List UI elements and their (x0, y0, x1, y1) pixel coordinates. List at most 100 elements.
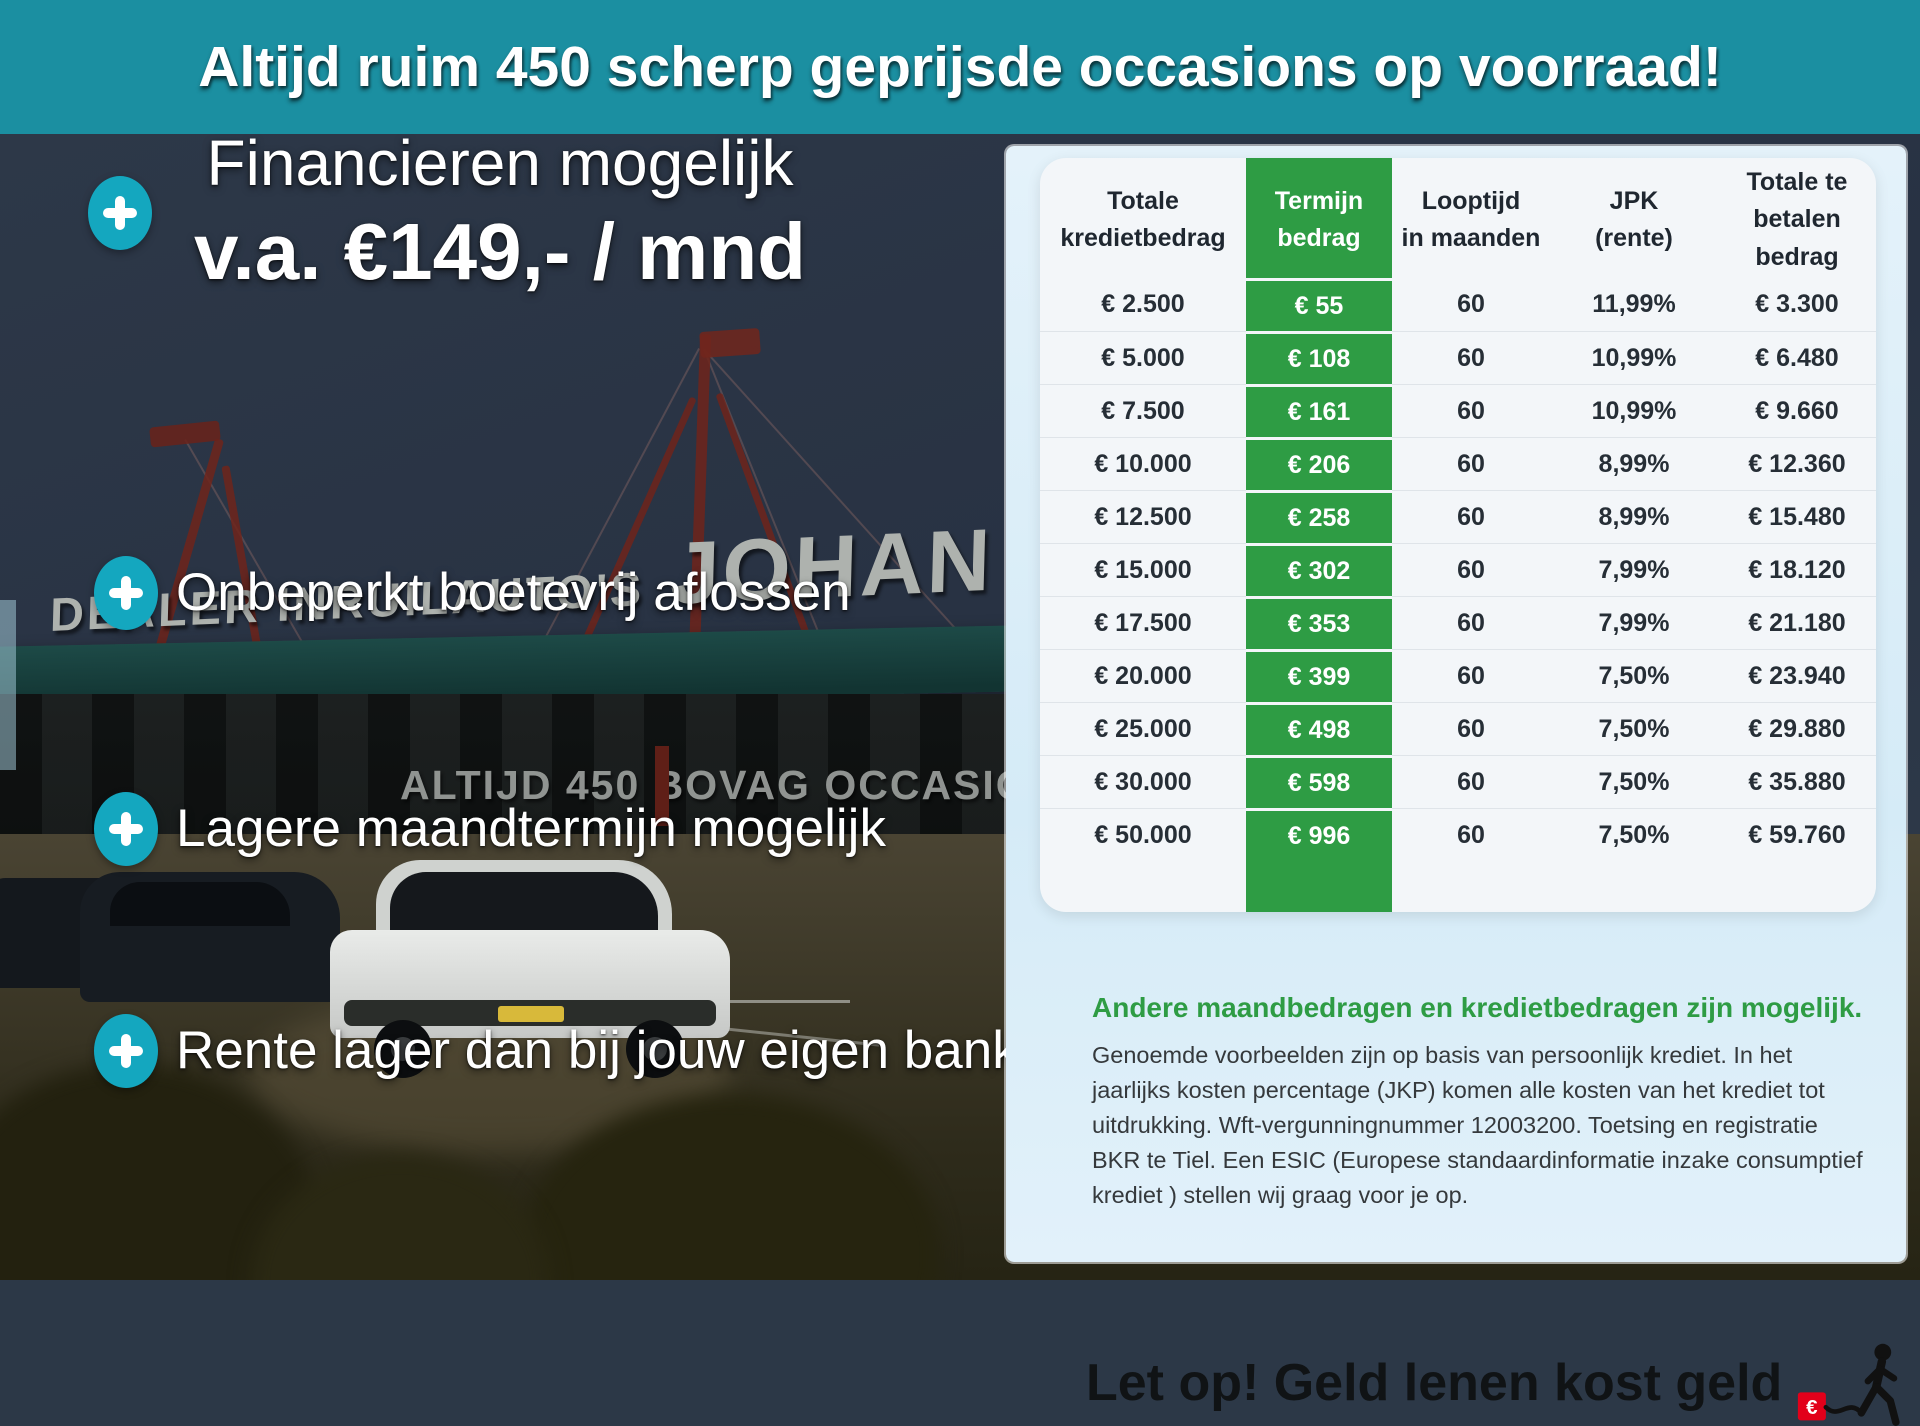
usp-price: v.a. €149,- / mnd (193, 207, 807, 296)
table-cell: € 29.880 (1718, 702, 1876, 755)
table-cell: 60 (1392, 331, 1550, 384)
table-row: € 2.500 € 55 60 11,99% € 3.300 (1040, 278, 1876, 331)
table-cell: € 18.120 (1718, 543, 1876, 596)
table-cell: € 7.500 (1040, 384, 1246, 437)
bovag-sign: ALTIJD 450 BOVAG OCCASIONS (400, 762, 1091, 808)
highlight-column-stripe (1246, 158, 1392, 912)
column-header-line1: JPK (1609, 186, 1659, 215)
usp-item-label: Rente lager dan bij jouw eigen bank (176, 1021, 1019, 1080)
finance-table: Totale kredietbedrag Termijn bedrag Loop… (1040, 158, 1876, 912)
table-row: € 10.000 € 206 60 8,99% € 12.360 (1040, 437, 1876, 490)
table-row: € 7.500 € 161 60 10,99% € 9.660 (1040, 384, 1876, 437)
usp-item-label: Onbeperkt boetevrij aflossen (176, 563, 851, 622)
table-cell: 8,99% (1550, 490, 1718, 543)
table-cell: € 12.360 (1718, 437, 1876, 490)
table-column-header: Totale kredietbedrag (1040, 183, 1246, 258)
column-header-line1: Totale te (1746, 167, 1848, 196)
svg-text:€: € (1806, 1396, 1818, 1419)
credit-warning: Let op! Geld lenen kost geld € (1086, 1340, 1908, 1426)
top-banner-text: Altijd ruim 450 scherp geprijsde occasio… (198, 35, 1722, 99)
column-header-line2: kredietbedrag (1060, 224, 1226, 252)
plus-icon (88, 176, 152, 250)
table-cell: 60 (1457, 290, 1485, 318)
table-cell: € 6.480 (1718, 331, 1876, 384)
blue-sign-edge (0, 600, 16, 770)
table-column-header: Totale te betalen bedrag (1718, 164, 1876, 277)
table-cell: € 598 (1246, 755, 1392, 808)
table-cell: € 9.660 (1718, 384, 1876, 437)
table-cell: € 15.000 (1040, 543, 1246, 596)
table-row: € 17.500 € 353 60 7,99% € 21.180 (1040, 596, 1876, 649)
credit-warning-text: Let op! Geld lenen kost geld (1086, 1354, 1783, 1412)
table-cell: € 10.000 (1040, 437, 1246, 490)
white-suv (330, 860, 730, 1078)
plus-icon (94, 556, 158, 630)
table-cell: 7,50% (1550, 755, 1718, 808)
column-header-line1: Totale (1107, 186, 1179, 215)
disclaimer-block: Andere maandbedragen en kredietbedragen … (1086, 992, 1900, 1426)
table-cell: € 23.940 (1718, 649, 1876, 702)
table-cell: 8,99% (1550, 437, 1718, 490)
table-cell: 7,99% (1550, 543, 1718, 596)
table-cell: € 161 (1246, 384, 1392, 437)
table-cell: 60 (1392, 490, 1550, 543)
table-cell: € 498 (1246, 702, 1392, 755)
table-cell: € 59.760 (1718, 808, 1876, 861)
column-header-line2: betalen bedrag (1753, 205, 1841, 271)
usp-item: Onbeperkt boetevrij aflossen (0, 556, 1010, 630)
table-cell: € 12.500 (1040, 490, 1246, 543)
table-column-header: Termijn bedrag (1246, 183, 1392, 258)
table-cell: € 21.180 (1718, 596, 1876, 649)
usp-item-label: Lagere maandtermijn mogelijk (176, 799, 886, 858)
table-row: € 12.500 € 258 60 8,99% € 15.480 (1040, 490, 1876, 543)
table-cell: 60 (1392, 437, 1550, 490)
table-cell: € 258 (1246, 490, 1392, 543)
table-cell: € 302 (1246, 543, 1392, 596)
table-cell: € 353 (1246, 596, 1392, 649)
table-cell: € 2.500 (1101, 290, 1185, 318)
white-suv-windshield (390, 872, 658, 930)
table-row: € 15.000 € 302 60 7,99% € 18.120 (1040, 543, 1876, 596)
table-cell: 60 (1392, 543, 1550, 596)
table-cell: € 50.000 (1040, 808, 1246, 861)
table-cell: 10,99% (1550, 331, 1718, 384)
table-cell: 60 (1392, 808, 1550, 861)
table-cell: 60 (1392, 702, 1550, 755)
table-cell: 7,99% (1550, 596, 1718, 649)
column-header-line1: Termijn (1274, 186, 1364, 215)
column-header-line2: bedrag (1277, 224, 1361, 252)
disclaimer-body: Genoemde voorbeelden zijn op basis van p… (1092, 1042, 1863, 1208)
table-cell: € 108 (1246, 331, 1392, 384)
table-header-row: Totale kredietbedrag Termijn bedrag Loop… (1040, 158, 1876, 278)
plus-icon (94, 792, 158, 866)
top-banner: Altijd ruim 450 scherp geprijsde occasio… (0, 0, 1920, 134)
table-cell: 7,50% (1550, 702, 1718, 755)
wheel (374, 1020, 432, 1078)
table-cell: € 3.300 (1755, 290, 1839, 318)
column-header-line2: in maanden (1401, 224, 1541, 252)
table-cell: 11,99% (1592, 290, 1676, 318)
table-cell: 60 (1392, 649, 1550, 702)
table-cell: € 55 (1246, 278, 1392, 331)
dark-suv (80, 872, 340, 1002)
usp-headline: Financieren mogelijk (206, 127, 794, 199)
table-cell: 7,50% (1550, 808, 1718, 861)
table-cell: € 17.500 (1040, 596, 1246, 649)
table-cell: 60 (1392, 755, 1550, 808)
table-row: € 25.000 € 498 60 7,50% € 29.880 (1040, 702, 1876, 755)
usp-overlay: Financieren mogelijk v.a. €149,- / mnd O… (0, 0, 1019, 1280)
wheel (626, 1020, 684, 1078)
plus-icon (94, 1014, 158, 1088)
table-cell: € 15.480 (1718, 490, 1876, 543)
finance-panel: Totale kredietbedrag Termijn bedrag Loop… (1006, 146, 1906, 1426)
table-column-header: Looptijd in maanden (1392, 183, 1550, 258)
table-cell: 60 (1392, 384, 1550, 437)
table-cell: € 30.000 (1040, 755, 1246, 808)
table-cell: € 996 (1246, 808, 1392, 861)
table-row: € 30.000 € 598 60 7,50% € 35.880 (1040, 755, 1876, 808)
table-cell: 60 (1392, 596, 1550, 649)
usp-item: Lagere maandtermijn mogelijk (0, 792, 1010, 866)
license-plate (498, 1006, 564, 1022)
table-row: € 5.000 € 108 60 10,99% € 6.480 (1040, 331, 1876, 384)
table-cell: € 25.000 (1040, 702, 1246, 755)
